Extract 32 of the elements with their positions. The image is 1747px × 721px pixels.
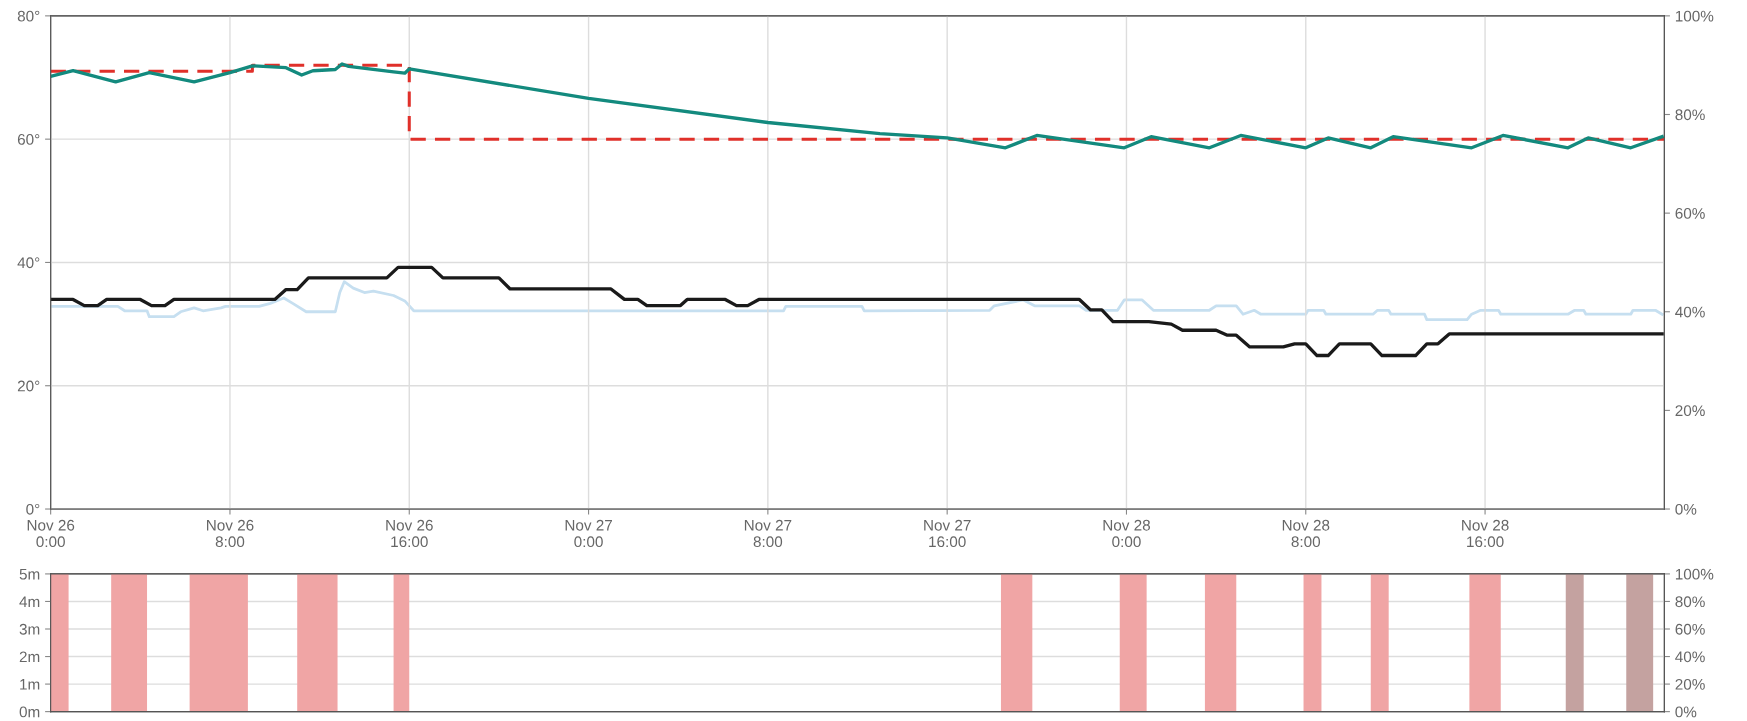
- y2-tick-label: 80%: [1675, 109, 1705, 121]
- y2-tick-label: 0%: [1675, 706, 1697, 718]
- x-tick-label: Nov 28 8:00: [1282, 519, 1330, 548]
- y2-tick-label: 0%: [1675, 503, 1697, 515]
- x-tick-label: Nov 27 0:00: [565, 519, 612, 548]
- x-tick-label: Nov 26 8:00: [207, 519, 254, 548]
- x-tick-label: Nov 26 0:00: [27, 519, 75, 548]
- y2-tick-label: 20%: [1675, 405, 1705, 417]
- y-tick-label: 0m: [19, 706, 40, 718]
- y-tick-label: 40°: [17, 257, 40, 269]
- y2-tick-label: 40%: [1675, 306, 1705, 318]
- y-tick-label: 3m: [19, 623, 40, 635]
- y-tick-label: 5m: [19, 568, 40, 580]
- y-tick-label: 20°: [17, 380, 40, 392]
- x-tick-label: Nov 26 16:00: [386, 519, 433, 548]
- y2-tick-label: 20%: [1675, 678, 1705, 690]
- y-tick-label: 1m: [20, 679, 40, 690]
- y2-tick-label: 40%: [1675, 651, 1705, 663]
- y-tick-label: 80°: [17, 10, 40, 22]
- y-tick-label: 2m: [19, 651, 40, 663]
- y2-tick-label: 60%: [1675, 623, 1705, 635]
- y-tick-label: 4m: [19, 596, 40, 607]
- x-tick-label: Nov 28 16:00: [1462, 519, 1509, 548]
- y2-tick-label: 100%: [1675, 10, 1714, 22]
- y2-tick-label: 60%: [1675, 208, 1705, 219]
- x-tick-label: Nov 27 16:00: [924, 519, 971, 548]
- x-tick-label: Nov 28 0:00: [1103, 519, 1151, 548]
- y2-tick-label: 100%: [1675, 568, 1714, 580]
- y-tick-label: 60°: [17, 134, 40, 145]
- y-tick-label: 0°: [26, 503, 40, 515]
- y2-tick-label: 80%: [1675, 596, 1705, 608]
- x-tick-label: Nov 27 8:00: [744, 519, 792, 548]
